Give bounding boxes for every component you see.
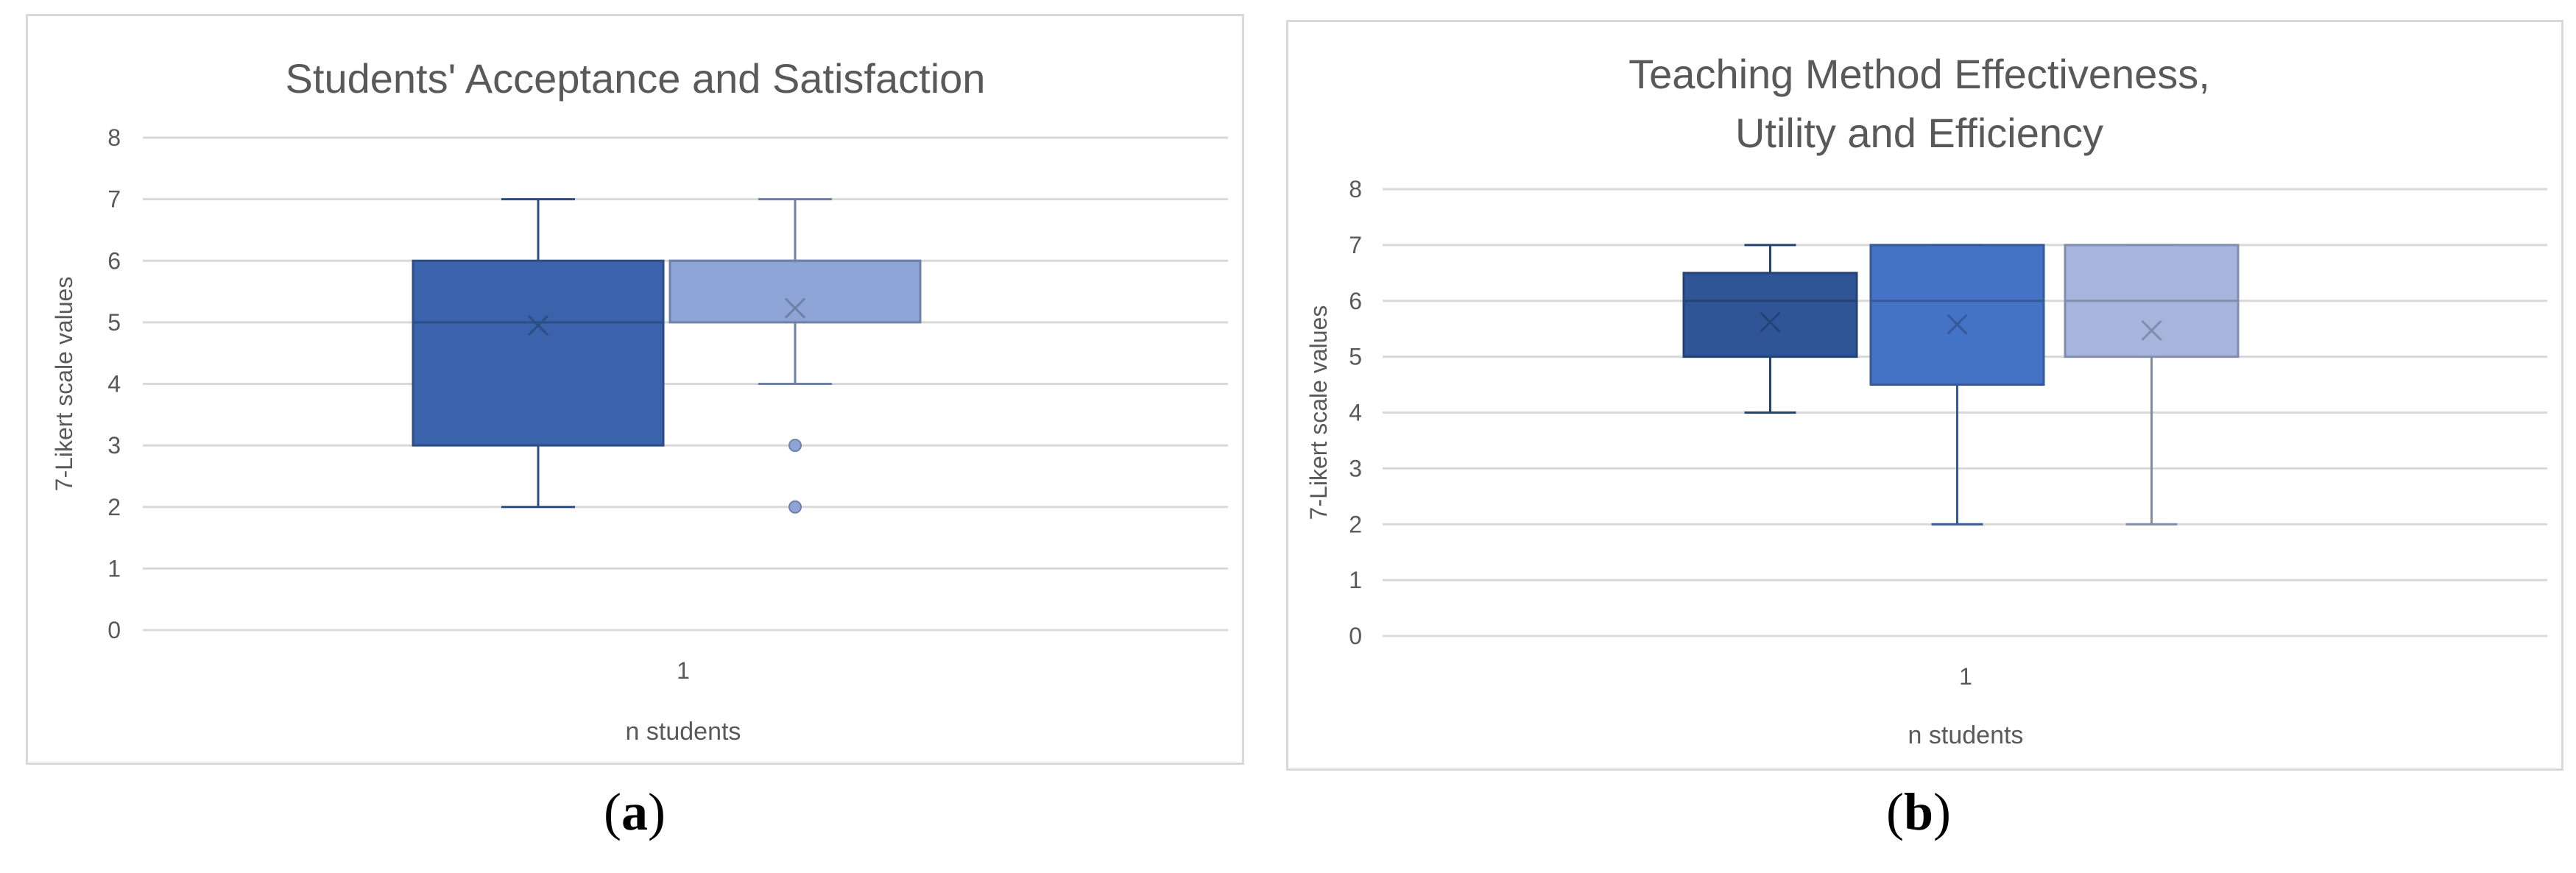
y-axis-label: 7-Likert scale values — [1305, 305, 1332, 520]
mean-marker — [2141, 319, 2162, 342]
y-tick-label: 2 — [1349, 511, 1362, 537]
outlier-point — [788, 439, 802, 453]
y-tick-label: 8 — [107, 124, 121, 151]
x-tick-label: 1 — [1959, 663, 1972, 690]
y-tick-label: 1 — [1349, 567, 1362, 593]
mean-marker — [1760, 311, 1781, 333]
y-tick-label: 6 — [1349, 288, 1362, 314]
y-tick-label: 7 — [1349, 232, 1362, 258]
y-tick-label: 4 — [107, 371, 121, 397]
y-tick-label: 7 — [107, 186, 121, 213]
y-tick-label: 6 — [107, 247, 121, 274]
mean-marker — [1947, 314, 1968, 335]
box-iqr — [412, 259, 665, 447]
x-axis-label: n students — [1908, 721, 2024, 749]
y-tick-label: 8 — [1349, 176, 1362, 202]
box-series-2 — [668, 198, 922, 514]
y-tick-label: 5 — [1349, 344, 1362, 370]
box-iqr — [1869, 244, 2045, 386]
box-series-1 — [1682, 244, 1858, 414]
y-tick-label: 1 — [107, 555, 121, 582]
chart-panel-a: Students' Acceptance and Satisfaction 0 1 2… — [26, 14, 1244, 765]
chart-panel-b: Teaching Method Effectiveness, Utility an… — [1286, 20, 2563, 771]
chart-title-line: Students' Acceptance and Satisfaction — [286, 55, 986, 102]
x-axis-label: n students — [626, 718, 741, 746]
boxplot-chart-b: Teaching Method Effectiveness, Utility an… — [1305, 51, 2547, 749]
mean-marker — [784, 297, 806, 319]
caption-a: (a) — [604, 782, 666, 841]
x-tick-label: 1 — [677, 657, 690, 684]
y-tick-label: 4 — [1349, 400, 1362, 426]
y-tick-label: 3 — [1349, 455, 1362, 481]
box-series-2 — [1869, 244, 2045, 526]
box-series-3 — [2064, 244, 2240, 526]
box-series-1 — [412, 198, 665, 509]
y-tick-label: 2 — [107, 494, 121, 520]
box-iqr — [668, 259, 922, 324]
y-tick-label: 0 — [1349, 623, 1362, 649]
y-tick-label: 0 — [107, 617, 121, 643]
y-tick-label: 3 — [107, 432, 121, 459]
mean-marker — [527, 314, 549, 336]
caption-b: (b) — [1885, 782, 1952, 841]
chart-title-line: Utility and Efficiency — [1735, 110, 2103, 156]
chart-title-line: Teaching Method Effectiveness, — [1628, 51, 2210, 97]
y-tick-label: 5 — [107, 309, 121, 336]
box-iqr — [1682, 272, 1858, 358]
y-axis-label: 7-Likert scale values — [51, 277, 77, 492]
boxplot-chart-a: Students' Acceptance and Satisfaction 0 1 2… — [51, 55, 1228, 746]
outlier-point — [788, 500, 802, 514]
